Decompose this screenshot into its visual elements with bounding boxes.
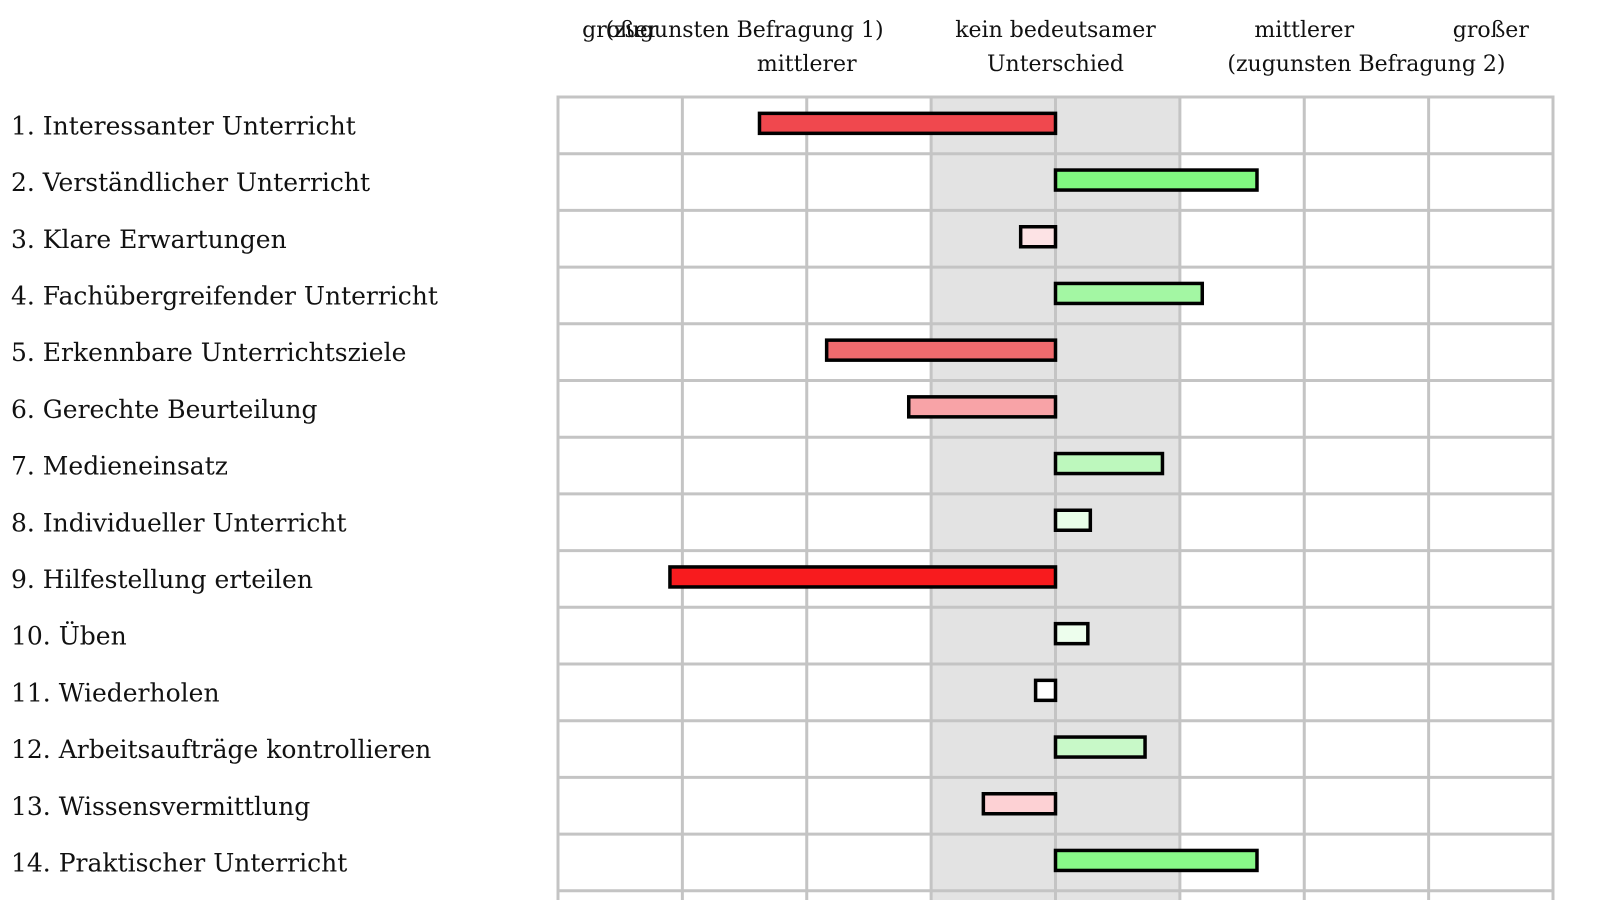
category-label: 8. Individueller Unterricht xyxy=(11,508,347,537)
category-label: 4. Fachübergreifender Unterricht xyxy=(11,281,438,310)
category-labels: 1. Interessanter Unterricht 2. Verständli… xyxy=(11,111,438,877)
category-label: 7. Medieneinsatz xyxy=(11,452,228,481)
category-label: 11. Wiederholen xyxy=(11,678,220,707)
bar xyxy=(981,792,1058,816)
category-label: 2. Verständlicher Unterricht xyxy=(11,168,370,197)
category-label: 3. Klare Erwartungen xyxy=(11,225,287,254)
header-label-1: mittlerer xyxy=(757,52,857,77)
bars xyxy=(668,111,1259,873)
header-label-0: großer xyxy=(582,18,659,43)
category-label: 1. Interessanter Unterricht xyxy=(11,111,356,140)
header-label-5: mittlerer xyxy=(1254,18,1354,43)
bar xyxy=(668,565,1058,589)
bar xyxy=(1018,225,1058,249)
category-label: 14. Praktischer Unterricht xyxy=(11,848,347,877)
header-label-2: (zugunsten Befragung 1) xyxy=(606,18,884,43)
grid xyxy=(556,95,1555,900)
bar xyxy=(1053,451,1165,476)
category-label: 6. Gerechte Beurteilung xyxy=(11,395,317,424)
bar xyxy=(757,111,1058,136)
header-label-3: kein bedeutsamer xyxy=(955,18,1156,43)
bar xyxy=(1033,678,1058,703)
bar xyxy=(1053,281,1205,306)
bar xyxy=(1053,735,1147,759)
header-label-6: (zugunsten Befragung 2) xyxy=(1227,52,1505,77)
category-label: 10. Üben xyxy=(11,622,127,651)
bar xyxy=(906,395,1058,419)
header-label-4: Unterschied xyxy=(987,52,1124,77)
bar xyxy=(1053,508,1093,532)
category-label: 5. Erkennbare Unterrichtsziele xyxy=(11,338,406,367)
category-label: 12. Arbeitsaufträge kontrollieren xyxy=(11,735,431,764)
bar xyxy=(824,338,1058,362)
bar xyxy=(1053,168,1259,192)
category-label: 9. Hilfestellung erteilen xyxy=(11,565,313,594)
header-label-7: großer xyxy=(1453,18,1530,43)
bar xyxy=(1053,848,1259,873)
bar xyxy=(1053,621,1090,646)
category-label: 13. Wissensvermittlung xyxy=(11,792,310,821)
scale-header: großer mittlerer (zugunsten Befragung 1) ke… xyxy=(582,18,1529,77)
